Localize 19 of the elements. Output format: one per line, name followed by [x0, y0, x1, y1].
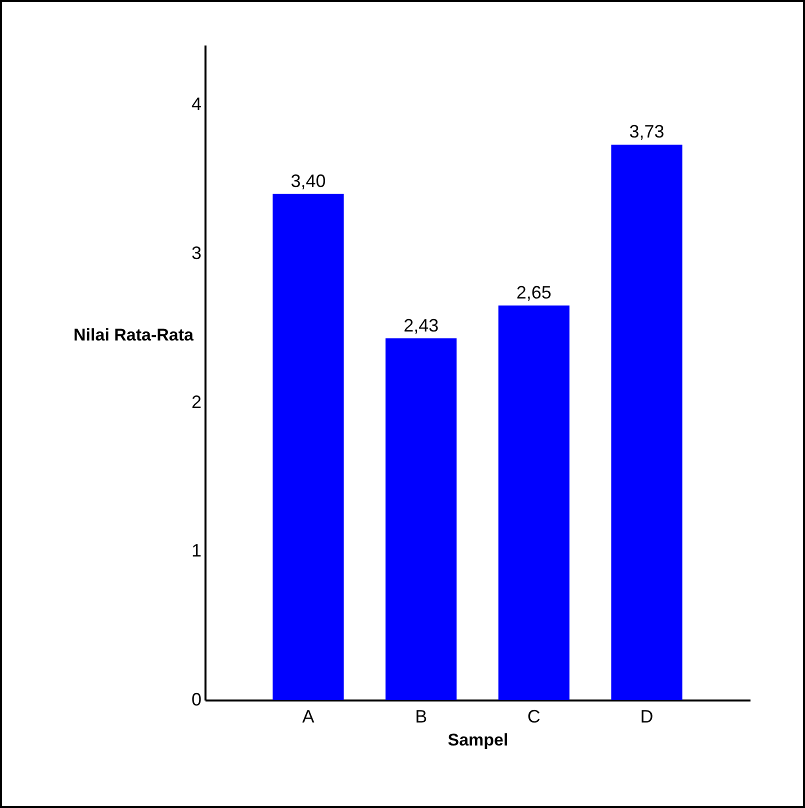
- bar: [498, 306, 570, 700]
- data-label: 3,40: [290, 170, 326, 191]
- y-tick-label: 4: [191, 94, 202, 114]
- x-tick-label: C: [527, 706, 540, 726]
- bar: [272, 194, 344, 700]
- y-tick-label: 0: [191, 690, 202, 710]
- y-axis-title: Nilai Rata-Rata: [74, 326, 194, 344]
- x-tick-label: D: [640, 706, 654, 726]
- x-tick-label: A: [302, 706, 314, 726]
- data-label: 2,43: [404, 315, 439, 336]
- data-label: 2,65: [516, 282, 552, 303]
- y-tick-label: 1: [191, 540, 202, 561]
- x-tick-label: B: [415, 706, 428, 726]
- y-tick-label: 2: [191, 392, 202, 412]
- data-label: 3,73: [629, 122, 664, 142]
- bar: [611, 144, 682, 700]
- x-axis-title: Sampel: [448, 730, 508, 750]
- y-tick-label: 3: [191, 242, 202, 263]
- bar: [386, 338, 457, 700]
